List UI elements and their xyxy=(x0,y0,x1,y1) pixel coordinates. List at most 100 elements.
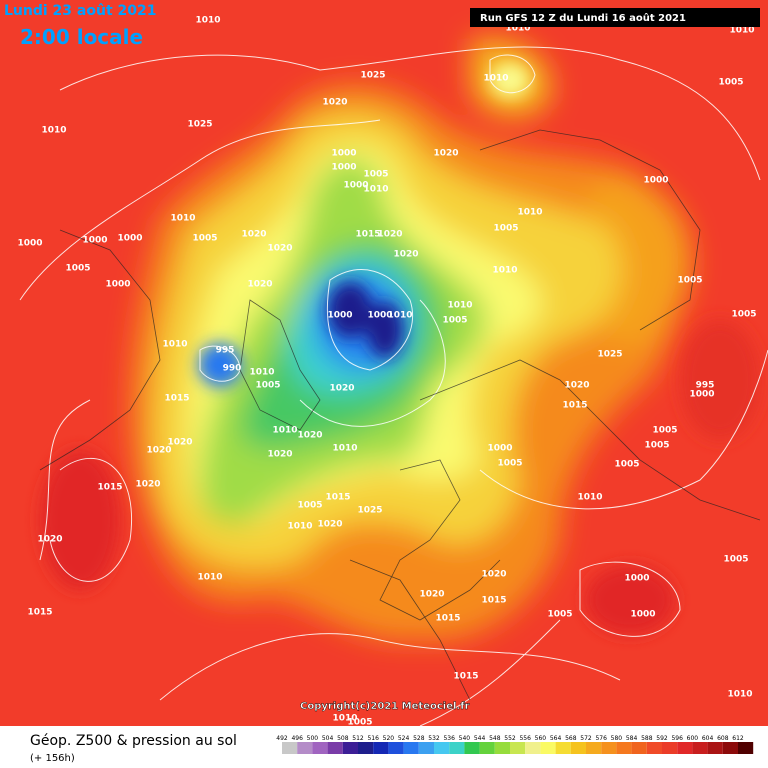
colorbar-label: 508 xyxy=(337,735,349,742)
colorbar-label: 596 xyxy=(671,735,683,742)
isobar-label: 1010 xyxy=(483,74,508,84)
isobar-label: 1005 xyxy=(718,78,743,88)
colorbar-cell xyxy=(358,742,374,754)
isobar-label: 1005 xyxy=(652,426,677,436)
isobar-label: 1005 xyxy=(65,264,90,274)
isobar-label: 1000 xyxy=(487,444,512,454)
isobar-labels: 1010 1010 1010 1025 1010 1010 1025 1020 1005 1000… xyxy=(17,16,756,728)
colorbar-label: 504 xyxy=(322,735,334,742)
isobar-label: 1015 xyxy=(481,596,506,606)
colorbar-cell xyxy=(692,742,708,754)
colorbar-label: 544 xyxy=(474,735,486,742)
colorbar-cell xyxy=(388,742,404,754)
isobar-label: 1015 xyxy=(435,614,460,624)
isobar-label: 1010 xyxy=(505,24,530,34)
colorbar-cell xyxy=(327,742,343,754)
isobar-label: 1010 xyxy=(197,573,222,583)
colorbar-label: 584 xyxy=(626,735,638,742)
isobar-label: 1010 xyxy=(363,185,388,195)
copyright: Copyright(c)2021 Meteociel.fr xyxy=(300,701,470,712)
isobar-label: 1000 xyxy=(82,236,107,246)
colorbar-cell xyxy=(418,742,434,754)
colorbar-label: 576 xyxy=(595,735,607,742)
colorbar-cell xyxy=(646,742,662,754)
isobar-label: 1000 xyxy=(117,234,142,244)
isobar-label: 1010 xyxy=(727,690,752,700)
isobar-label: 1010 xyxy=(729,26,754,36)
colorbar-cell xyxy=(738,742,754,754)
forecast-date: Lundi 23 août 2021 xyxy=(4,3,156,19)
colorbar-cell xyxy=(662,742,678,754)
isobar-label: 1015 xyxy=(325,493,350,503)
colorbar-cell xyxy=(342,742,358,754)
colorbar-cell xyxy=(312,742,328,754)
isobar-label: 1010 xyxy=(577,493,602,503)
isobar-label: 1005 xyxy=(192,234,217,244)
colorbar-cell xyxy=(479,742,495,754)
colorbar-cell xyxy=(510,742,526,754)
colorbar-label: 568 xyxy=(565,735,577,742)
isobar-label: 1005 xyxy=(723,555,748,565)
colorbar-label: 552 xyxy=(504,735,516,742)
colorbar-label: 496 xyxy=(291,735,303,742)
colorbar-label: 564 xyxy=(550,735,562,742)
isobar-label: 1020 xyxy=(297,431,322,441)
colorbar-cell xyxy=(677,742,693,754)
coastlines xyxy=(39,129,761,701)
isobars xyxy=(19,46,768,726)
isobar-label: 1005 xyxy=(347,718,372,728)
isobar-label: 995 xyxy=(696,381,715,391)
isobar-label: 1005 xyxy=(547,610,572,620)
isobar-label: 1020 xyxy=(433,149,458,159)
isobar-label: 1005 xyxy=(497,459,522,469)
isobar-label: 1015 xyxy=(562,401,587,411)
colorbar-cell xyxy=(722,742,738,754)
isobar-label: 1000 xyxy=(331,163,356,173)
colorbar-label: 516 xyxy=(367,735,379,742)
isobar-label: 1025 xyxy=(187,120,212,130)
height-field: 1010 1010 1010 1025 1010 1010 1025 1020 1005 1000… xyxy=(0,0,768,728)
isobar-label: 1010 xyxy=(287,522,312,532)
isobar-label: 1000 xyxy=(17,239,42,249)
isobar-label: 1010 xyxy=(332,714,357,724)
isobar-label: 1000 xyxy=(689,390,714,400)
colorbar-cell xyxy=(464,742,480,754)
isobar-label: 1015 xyxy=(164,394,189,404)
colorbar-cell xyxy=(403,742,419,754)
isobar-label: 1020 xyxy=(267,450,292,460)
colorbar-label: 548 xyxy=(489,735,501,742)
run-banner xyxy=(470,8,760,27)
isobar-label: 990 xyxy=(223,364,242,374)
isobar-label: 1010 xyxy=(249,368,274,378)
isobar-label: 1020 xyxy=(146,446,171,456)
isobar-label: 1025 xyxy=(597,350,622,360)
colorbar-cell xyxy=(449,742,465,754)
isobar-label: 1020 xyxy=(329,384,354,394)
colorbar-label: 580 xyxy=(611,735,623,742)
isobar-label: 1010 xyxy=(447,301,472,311)
isobar-label: 1010 xyxy=(41,126,66,136)
colorbar-label: 608 xyxy=(717,735,729,742)
isobar-label: 1020 xyxy=(135,480,160,490)
isobar-label: 1005 xyxy=(255,381,280,391)
colorbar-label: 612 xyxy=(732,735,744,742)
isobar-label: 1010 xyxy=(195,16,220,26)
isobar-label: 1010 xyxy=(162,340,187,350)
colorbar-label: 512 xyxy=(352,735,364,742)
run-info: Run GFS 12 Z du Lundi 16 août 2021 xyxy=(480,12,686,24)
isobar-label: 1020 xyxy=(393,250,418,260)
isobar-label: 1010 xyxy=(272,426,297,436)
colorbar-cell xyxy=(373,742,389,754)
isobar-label: 1020 xyxy=(317,520,342,530)
isobar-label: 1000 xyxy=(643,176,668,186)
colorbar-cell xyxy=(570,742,586,754)
colorbar-cell xyxy=(494,742,510,754)
isobar-label: 1005 xyxy=(614,460,639,470)
isobar-label: 1025 xyxy=(357,506,382,516)
colorbar-label: 572 xyxy=(580,735,592,742)
colorbar-label: 500 xyxy=(307,735,319,742)
isobar-label: 995 xyxy=(216,346,235,356)
colorbar-label: 604 xyxy=(702,735,714,742)
isobar-label: 1020 xyxy=(481,570,506,580)
